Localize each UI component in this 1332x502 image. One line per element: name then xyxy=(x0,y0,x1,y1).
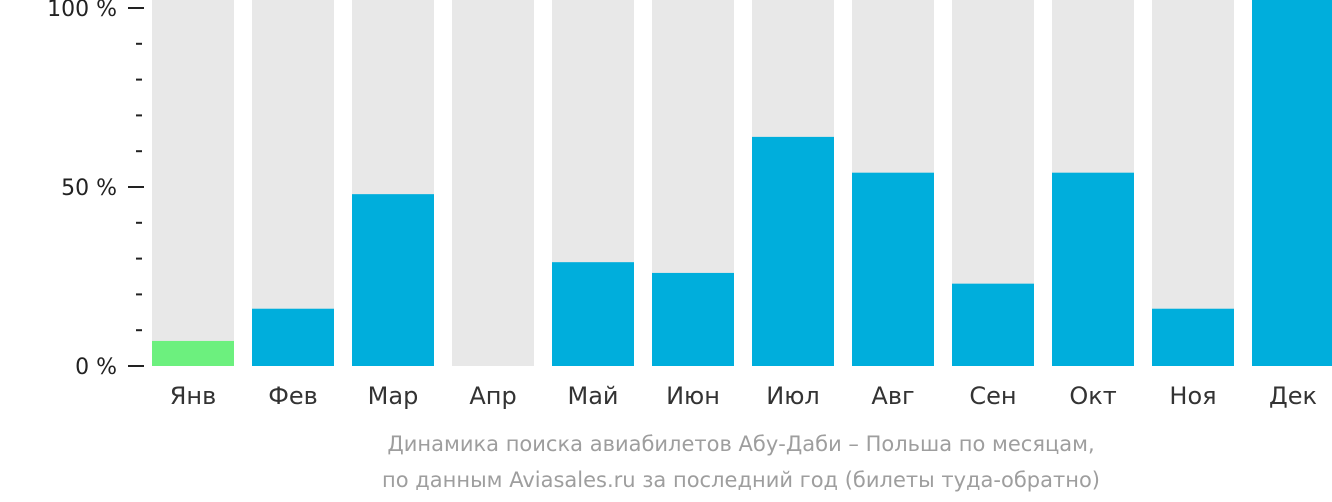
y-tick-label: 50 % xyxy=(61,176,117,201)
bar-Июл xyxy=(752,136,834,366)
bar-background xyxy=(452,0,534,366)
x-tick-label: Окт xyxy=(1069,382,1116,410)
x-tick-label: Апр xyxy=(469,382,516,410)
bar-Май xyxy=(552,262,634,366)
chart-caption-line-1: Динамика поиска авиабилетов Абу-Даби – П… xyxy=(387,432,1095,456)
x-tick-label: Янв xyxy=(170,382,217,410)
bar-background xyxy=(152,0,234,366)
bar-Авг xyxy=(852,172,934,366)
bars xyxy=(152,0,1332,366)
x-tick-label: Сен xyxy=(969,382,1016,410)
y-tick-label: 0 % xyxy=(75,355,117,380)
bar-background xyxy=(252,0,334,366)
x-axis: Янв Фев Мар Апр Май Июн Июл Авг Сен Окт Ноя Дек xyxy=(170,382,1317,410)
bar-background xyxy=(1152,0,1234,366)
bar-Мар xyxy=(352,194,434,366)
bar-Янв xyxy=(152,340,234,366)
x-tick-label: Май xyxy=(567,382,618,410)
bar-Фев xyxy=(252,308,334,366)
x-tick-label: Мар xyxy=(368,382,419,410)
chart-caption-line-2: по данным Aviasales.ru за последний год … xyxy=(382,468,1100,492)
x-tick-label: Дек xyxy=(1269,382,1317,410)
x-tick-label: Авг xyxy=(871,382,914,410)
y-tick-label: 100 % xyxy=(47,0,117,22)
bar-chart: 0 % 50 % 100 % Янв Фев Мар Апр Май Июн Июл Авг Сен… xyxy=(47,0,1332,410)
bar-Ноя xyxy=(1152,308,1234,366)
x-tick-label: Фев xyxy=(268,382,318,410)
bar-Дек xyxy=(1252,0,1332,366)
y-axis: 0 % 50 % 100 % xyxy=(47,0,144,380)
bar-Июн xyxy=(652,272,734,366)
x-tick-label: Июл xyxy=(766,382,820,410)
bar-Окт xyxy=(1052,172,1134,366)
x-tick-label: Июн xyxy=(666,382,720,410)
bar-Сен xyxy=(952,283,1034,366)
x-tick-label: Ноя xyxy=(1169,382,1216,410)
